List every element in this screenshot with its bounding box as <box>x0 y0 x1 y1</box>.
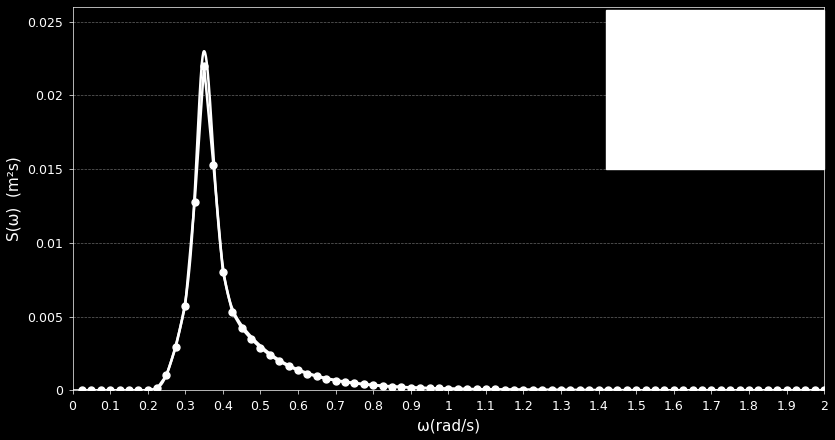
FancyBboxPatch shape <box>606 10 824 169</box>
X-axis label: ω(rad/s): ω(rad/s) <box>417 418 480 433</box>
Y-axis label: S(ω)  (m²s): S(ω) (m²s) <box>7 156 22 241</box>
